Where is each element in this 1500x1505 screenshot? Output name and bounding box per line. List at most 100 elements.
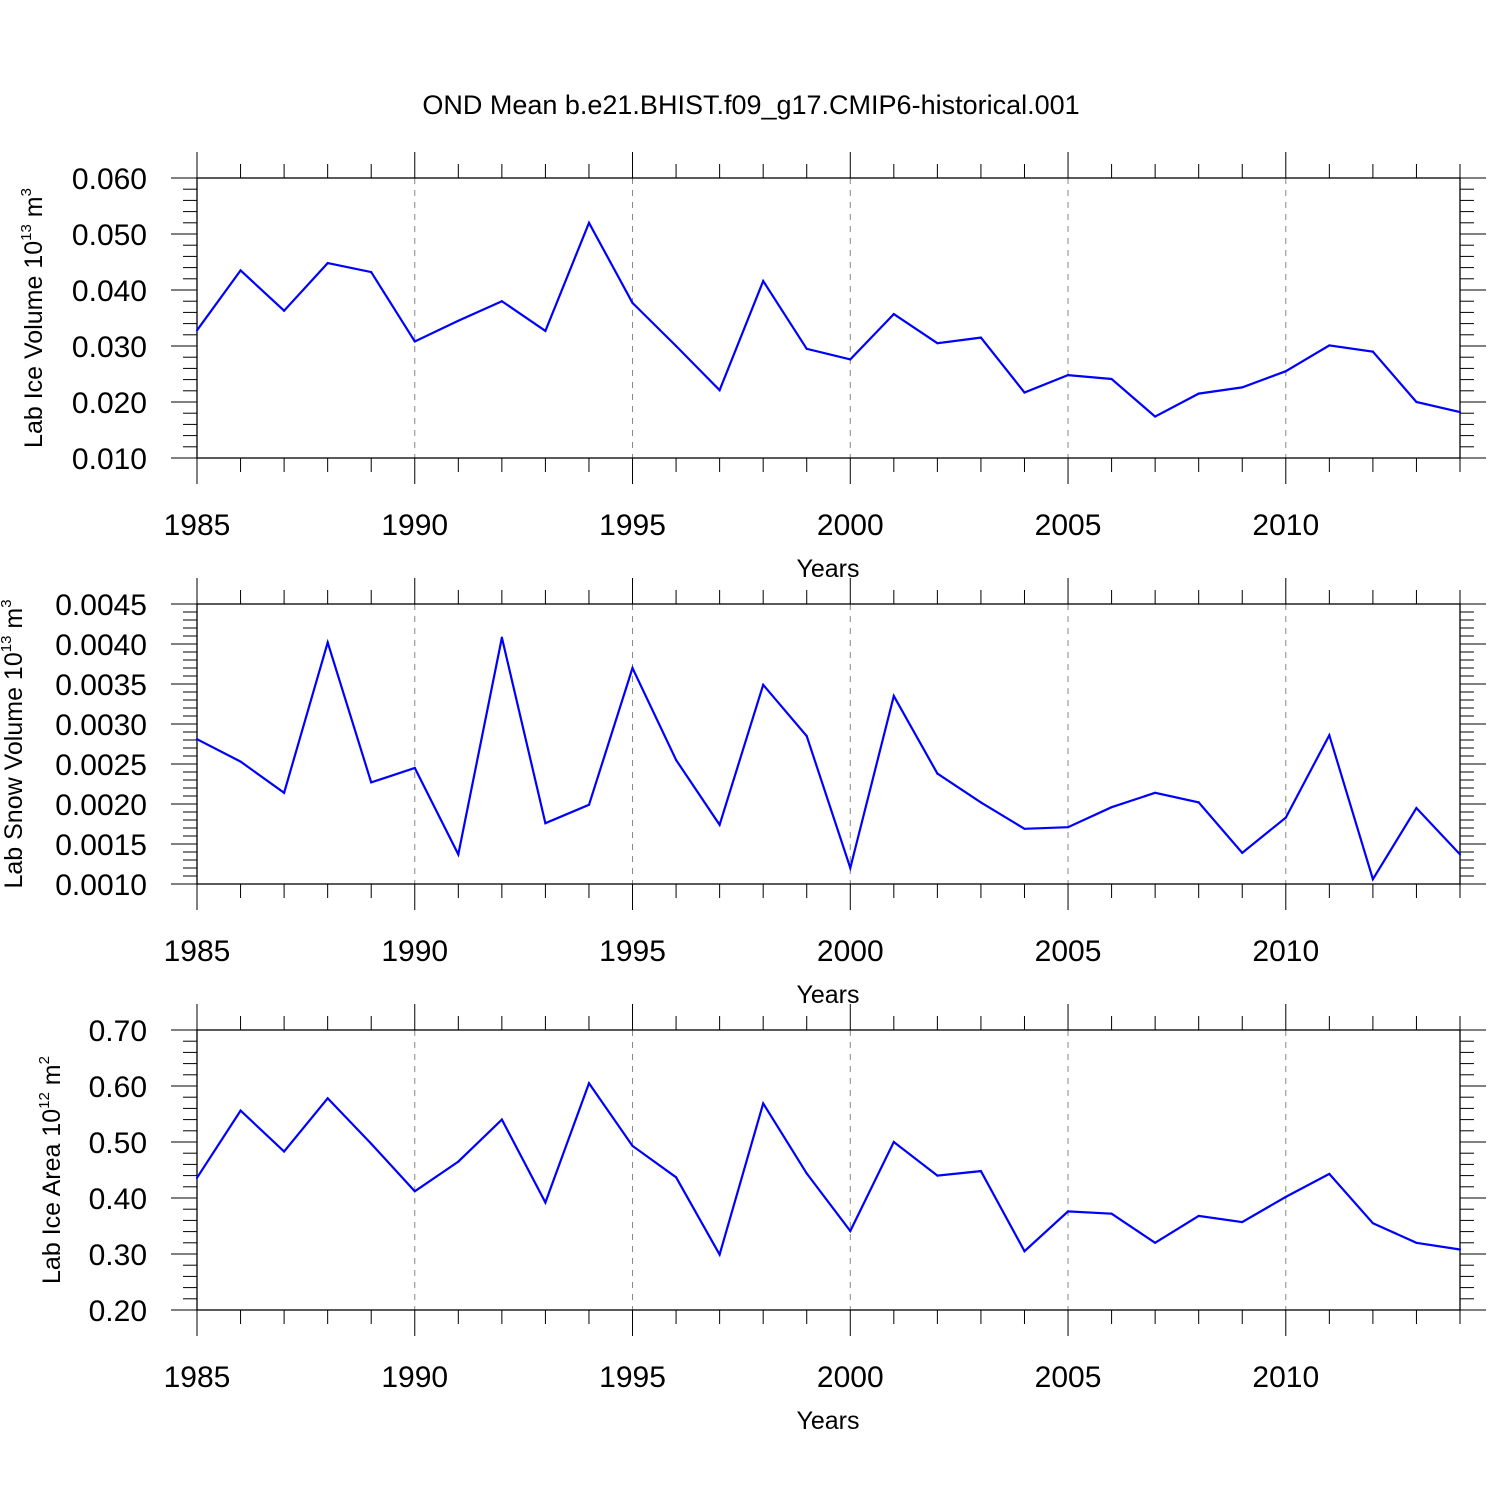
y-tick-label: 0.60 [89, 1071, 147, 1104]
data-point [674, 344, 678, 348]
x-tick-label: 2005 [1035, 935, 1102, 968]
data-point [544, 1201, 547, 1204]
y-tick-label: 0.0045 [55, 589, 147, 622]
x-tick-label: 2010 [1252, 935, 1319, 968]
y-axis-label-unit-exponent: 3 [18, 188, 35, 196]
data-point [1284, 816, 1287, 819]
y-tick-label: 0.30 [89, 1239, 147, 1272]
data-point [195, 329, 199, 332]
y-tick-label: 0.40 [89, 1183, 147, 1216]
data-point [544, 822, 547, 825]
panel-2: 0.0010 0.0015 0.0020 0.0025 0.0030 0.0035 0.00… [0, 578, 1486, 1009]
data-point [283, 1150, 286, 1153]
chart-title: OND Mean b.e21.BHIST.f09_g17.CMIP6-histo… [422, 90, 1079, 120]
data-point [326, 1097, 329, 1100]
data-point [1328, 344, 1331, 347]
y-axis-label: Lab Snow Volume 1013 m3 [0, 599, 28, 888]
y-tick-label: 0.70 [89, 1015, 147, 1048]
data-point [1066, 1210, 1070, 1213]
panel-1: 0.010 0.020 0.030 0.040 0.050 0.060 1985 1990 19… [18, 152, 1486, 583]
data-point [239, 269, 242, 272]
x-tick-label: 1990 [381, 509, 448, 542]
x-axis-label: Years [796, 555, 859, 583]
x-tick-label: 1985 [164, 1361, 231, 1394]
x-tick-label: 2000 [817, 935, 884, 968]
data-point [805, 734, 808, 738]
data-point [979, 801, 983, 804]
data-point [1023, 1250, 1026, 1253]
y-tick-label: 0.050 [72, 219, 147, 252]
data-point [936, 772, 939, 775]
x-tick-label: 2005 [1035, 509, 1102, 542]
data-point [892, 312, 895, 316]
data-point [326, 641, 329, 644]
x-tick-label: 2010 [1252, 1361, 1319, 1394]
data-point [1241, 386, 1244, 389]
data-point [849, 1229, 852, 1233]
x-tick-label: 1990 [381, 935, 448, 968]
x-tick-label: 1995 [599, 509, 666, 542]
x-tick-label: 1990 [381, 1361, 448, 1394]
y-axis-label-main: Lab Ice Volume 10 [20, 241, 48, 448]
data-point [1197, 1214, 1200, 1218]
y-tick-label: 0.060 [72, 163, 147, 196]
x-tick-label: 2010 [1252, 509, 1319, 542]
data-point [195, 738, 199, 741]
y-tick-label: 0.50 [89, 1127, 147, 1160]
data-point [631, 301, 634, 304]
data-point [1023, 827, 1026, 830]
data-point [1023, 391, 1026, 394]
data-point [1284, 1195, 1287, 1198]
data-point [1284, 370, 1287, 373]
y-axis-label-main: Lab Snow Volume 10 [0, 652, 28, 888]
x-tick-label: 1995 [599, 1361, 666, 1394]
series-line [196, 1080, 1461, 1258]
series-line [196, 637, 1461, 882]
data-point [1415, 806, 1418, 810]
y-axis-label: Lab Ice Area 1012 m2 [36, 1056, 66, 1284]
data-point [762, 279, 765, 283]
data-point [500, 300, 503, 303]
y-tick-label: 0.0010 [55, 869, 147, 902]
data-point [1458, 1248, 1462, 1251]
x-tick-label: 1985 [164, 935, 231, 968]
data-point [326, 262, 329, 265]
data-point [718, 823, 721, 826]
data-point [544, 329, 547, 332]
data-point [370, 781, 373, 784]
data-point [849, 358, 852, 361]
y-tick-label: 0.0020 [55, 789, 147, 822]
y-tick-label: 0.030 [72, 331, 147, 364]
y-tick-label: 0.020 [72, 387, 147, 420]
data-point [805, 347, 808, 350]
data-point [1415, 1241, 1418, 1244]
data-point [1066, 374, 1070, 377]
y-tick-label: 0.0035 [55, 669, 147, 702]
data-point [1110, 1212, 1113, 1215]
data-point [587, 803, 591, 806]
data-point [1154, 791, 1157, 794]
y-axis-label-exponent: 12 [36, 1092, 53, 1109]
data-point [1371, 1222, 1374, 1225]
data-point [718, 1253, 721, 1256]
x-axis-label: Years [796, 1407, 859, 1435]
data-point [936, 1174, 939, 1177]
data-point [1241, 851, 1244, 854]
data-point [718, 389, 721, 392]
x-tick-label: 2005 [1035, 1361, 1102, 1394]
y-axis-label-exponent: 13 [18, 224, 35, 241]
data-point [370, 1142, 373, 1145]
y-tick-label: 0.0025 [55, 749, 147, 782]
data-point [1066, 826, 1070, 829]
data-point [587, 1082, 591, 1085]
data-point [674, 1176, 678, 1179]
data-point [631, 666, 634, 670]
data-point [631, 1144, 634, 1148]
y-tick-label: 0.0015 [55, 829, 147, 862]
data-point [936, 342, 939, 345]
data-point [979, 1170, 983, 1173]
data-point [283, 791, 286, 794]
plot-frame [196, 177, 1461, 459]
